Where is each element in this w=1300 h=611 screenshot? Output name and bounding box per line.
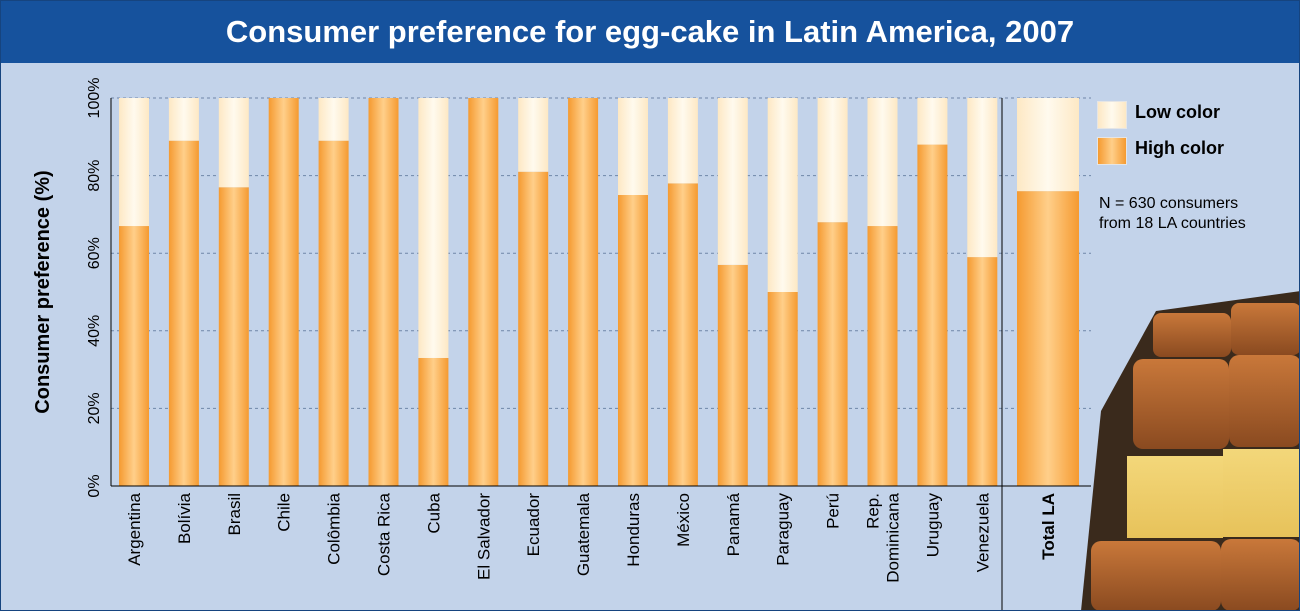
bar-high-color-paraguay	[767, 292, 798, 486]
x-tick-label-brasil: Brasil	[225, 493, 244, 536]
bar-low-color-argentina	[119, 98, 149, 227]
bar-low-color-rep-dominicana	[867, 98, 898, 227]
bar-high-color-guatemala	[568, 98, 599, 486]
sample-note-line-1: N = 630 consumers	[1099, 195, 1239, 212]
bar-high-color-ecuador	[518, 171, 549, 486]
x-tick-label-honduras: Honduras	[624, 493, 643, 567]
bar-low-color-bolivia	[168, 98, 199, 141]
legend-label-high-color: High color	[1135, 138, 1224, 158]
x-tick-label-peru: Perú	[824, 493, 843, 529]
x-tick-label-total-la: Total LA	[1039, 493, 1058, 560]
bar-high-color-bolivia	[168, 140, 199, 486]
bar-low-color-brasil	[218, 98, 249, 188]
x-tick-label-cuba: Cuba	[424, 492, 443, 533]
y-tick-label: 20%	[86, 392, 103, 424]
x-tick-label-ecuador: Ecuador	[524, 493, 543, 557]
bar-high-color-peru	[817, 222, 848, 486]
bar-high-color-panama	[717, 264, 748, 486]
x-tick-label-argentina: Argentina	[125, 492, 144, 565]
y-axis-label: Consumer preference (%)	[32, 170, 54, 413]
bar-low-color-uruguay	[917, 98, 948, 145]
sample-note-line-2: from 18 LA countries	[1099, 215, 1246, 232]
x-tick-label-panama: Panamá	[724, 492, 743, 556]
y-tick-label: 100%	[86, 78, 103, 119]
bar-low-color-venezuela	[967, 98, 998, 258]
bar-high-color-brasil	[218, 187, 249, 487]
x-tick-label-mexico: México	[674, 493, 693, 547]
legend-swatch-low-color	[1097, 101, 1127, 129]
x-tick-label-colombia: Colômbia	[325, 492, 344, 564]
bar-low-color-paraguay	[767, 98, 798, 292]
bar-low-color-mexico	[667, 98, 698, 184]
x-tick-label-guatemala: Guatemala	[574, 492, 593, 576]
legend-label-low-color: Low color	[1135, 102, 1220, 122]
y-tick-label: 80%	[86, 160, 103, 192]
x-tick-label-venezuela: Venezuela	[973, 492, 992, 572]
x-tick-label-chile: Chile	[275, 493, 294, 532]
y-tick-label: 0%	[86, 474, 103, 497]
bar-low-color-ecuador	[518, 98, 549, 172]
bar-low-color-total-la	[1017, 98, 1079, 192]
x-tick-label-bolivia: Bolívia	[175, 492, 194, 544]
bar-high-color-honduras	[618, 195, 648, 486]
bar-high-color-rep-dominicana	[867, 226, 898, 487]
bar-high-color-chile	[268, 98, 299, 486]
chart-title: Consumer preference for egg-cake in Lati…	[1, 1, 1299, 63]
x-tick-label-paraguay: Paraguay	[774, 493, 793, 566]
x-tick-label-costa-rica: Costa Rica	[375, 492, 394, 576]
egg-cake-photo	[1081, 291, 1299, 610]
bar-high-color-cuba	[418, 357, 449, 486]
bar-high-color-uruguay	[917, 144, 948, 486]
legend-swatch-high-color	[1097, 137, 1127, 165]
bar-high-color-costa-rica	[368, 98, 399, 486]
bar-high-color-venezuela	[967, 257, 998, 486]
bar-high-color-colombia	[318, 140, 349, 486]
bar-high-color-argentina	[119, 226, 149, 487]
y-tick-label: 60%	[86, 237, 103, 269]
bar-low-color-colombia	[318, 98, 349, 141]
bar-low-color-panama	[717, 98, 748, 265]
bar-high-color-el-salvador	[468, 98, 499, 486]
bar-low-color-honduras	[618, 98, 648, 195]
x-tick-label-el-salvador: El Salvador	[474, 493, 493, 580]
sample-note: N = 630 consumers from 18 LA countries	[1099, 194, 1246, 234]
x-tick-label-rep-dominicana: Rep.Dominicana	[864, 492, 903, 582]
y-tick-label: 40%	[86, 315, 103, 347]
bar-low-color-cuba	[418, 98, 449, 358]
bar-low-color-peru	[817, 98, 848, 223]
bar-high-color-total-la	[1017, 191, 1079, 486]
x-tick-label-uruguay: Uruguay	[923, 493, 942, 558]
bar-high-color-mexico	[667, 183, 698, 487]
